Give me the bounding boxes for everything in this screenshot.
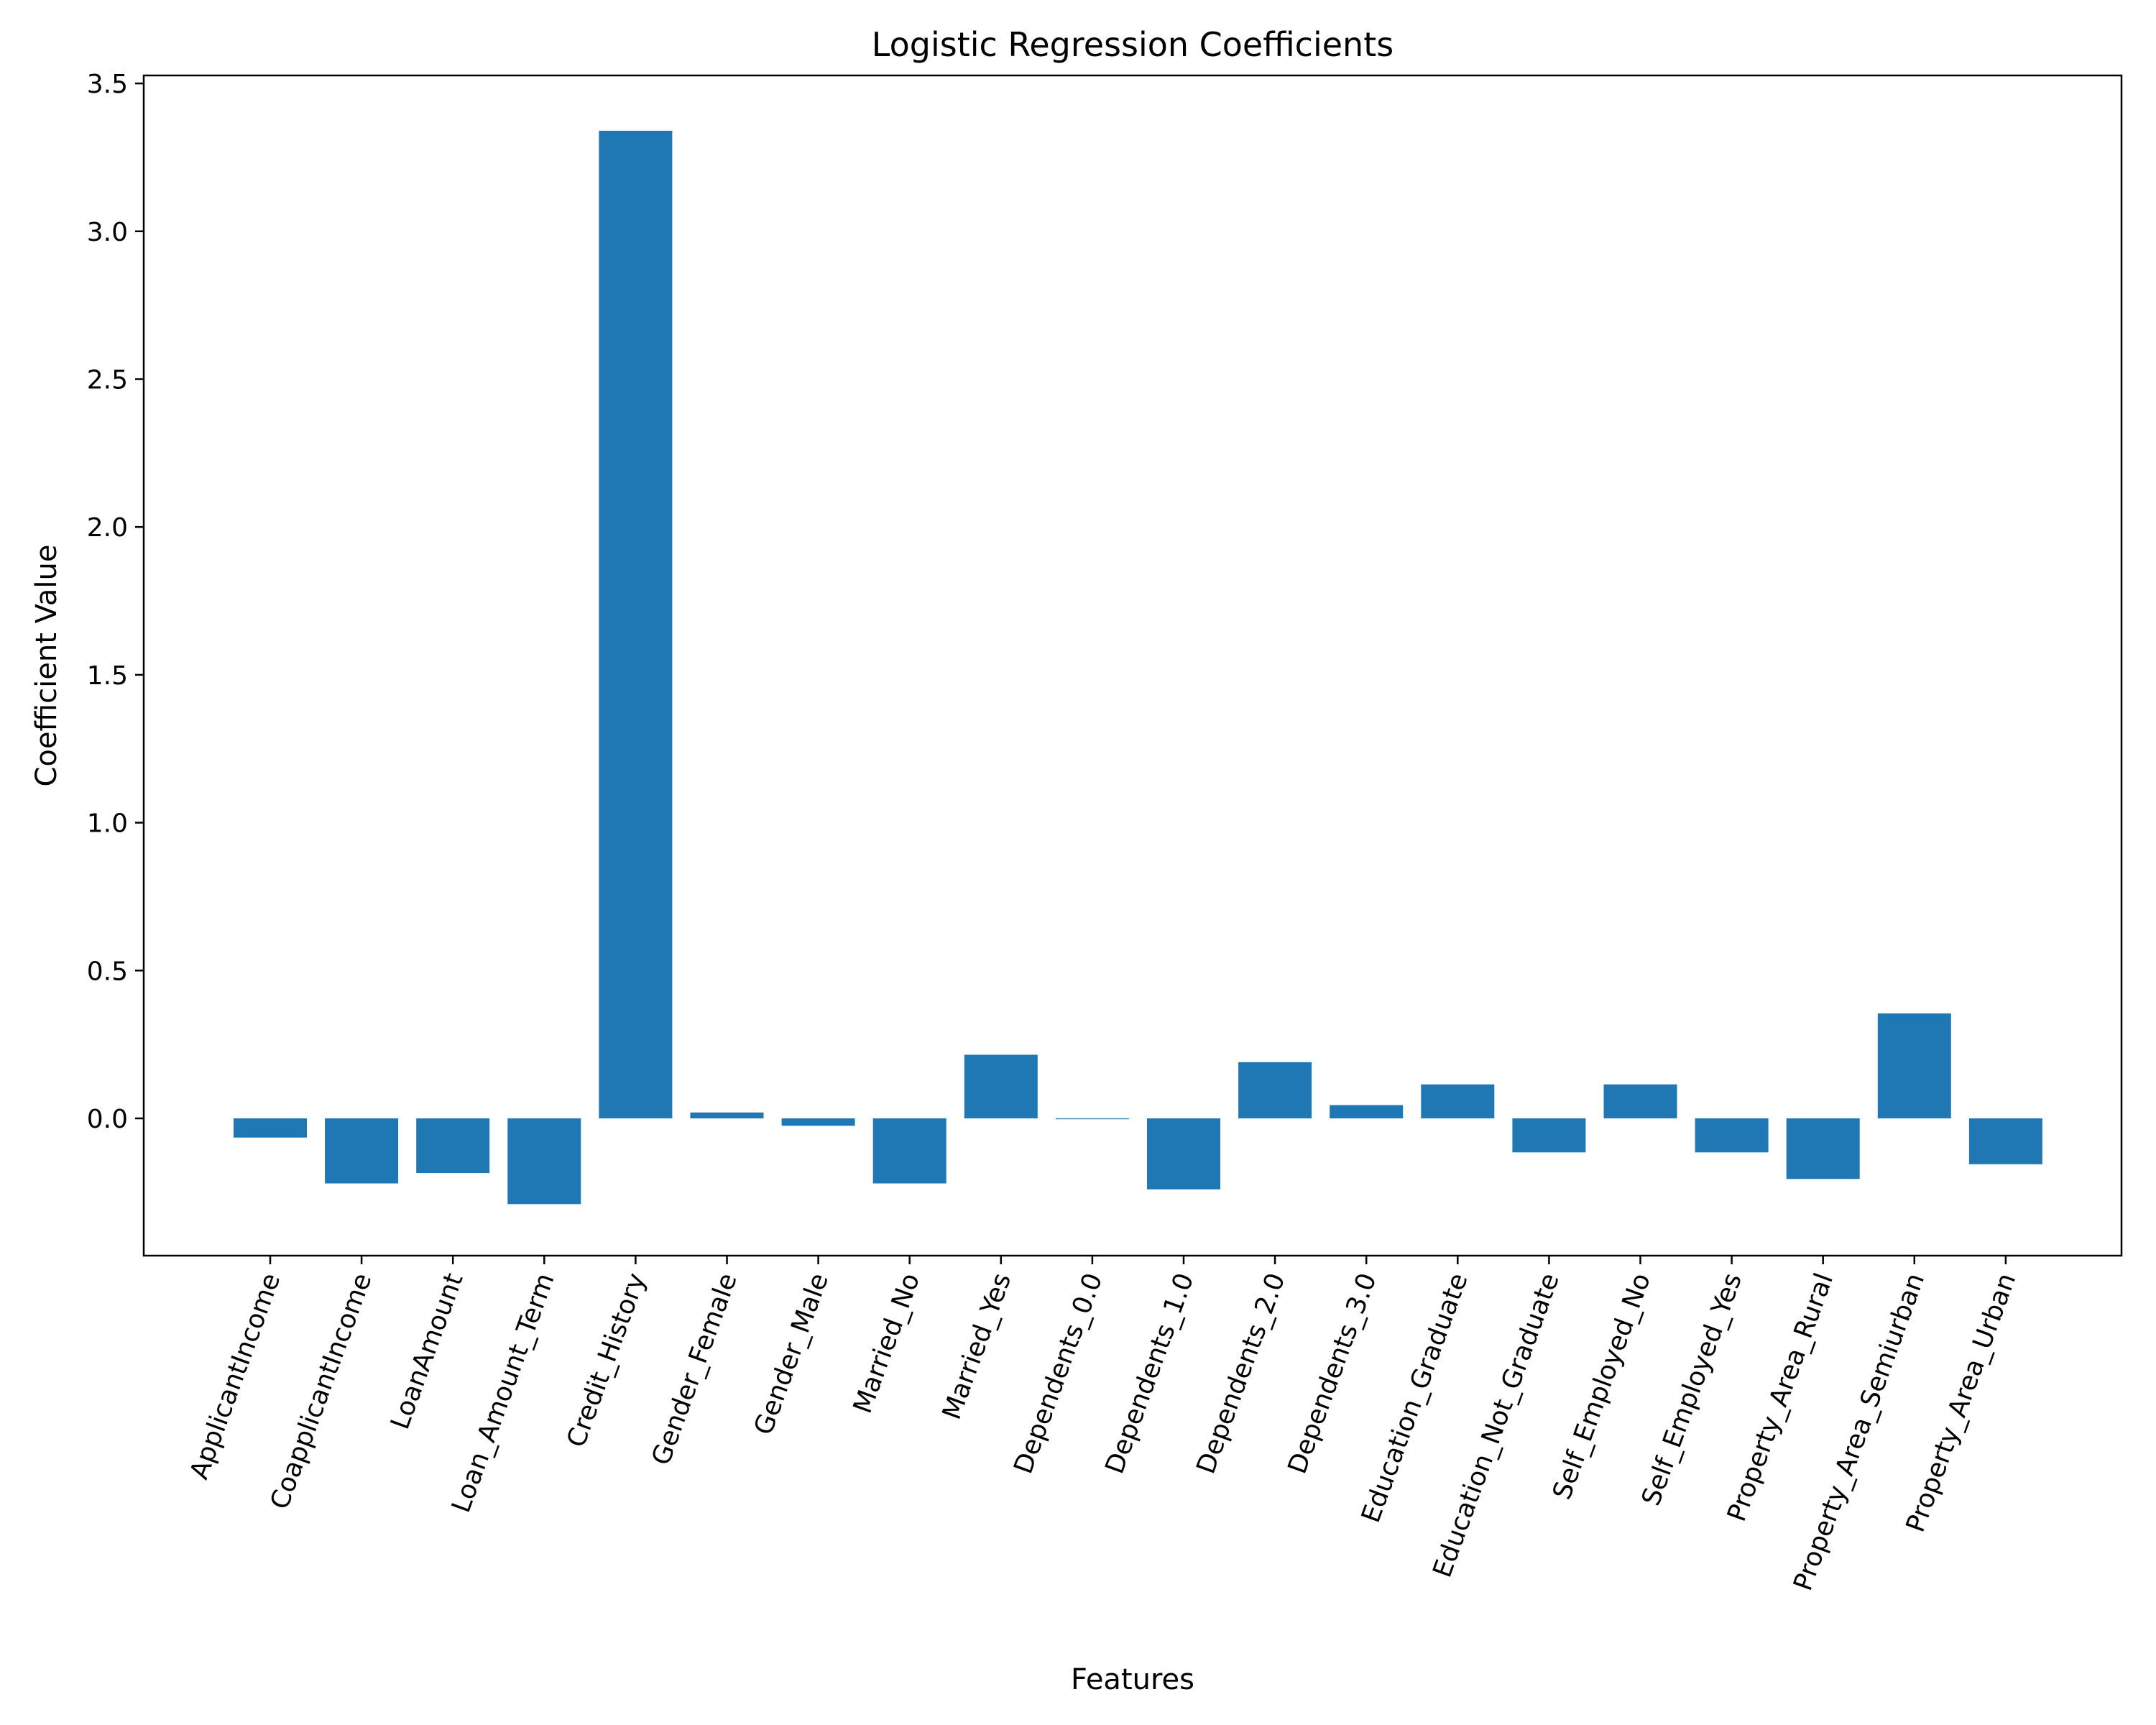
bar-Education_Graduate (1421, 1084, 1495, 1118)
y-tick-label: 1.5 (87, 661, 128, 691)
bars-group (234, 130, 2042, 1205)
bar-Property_Area_Semiurban (1877, 1013, 1951, 1118)
bar-Credit_History (599, 130, 673, 1118)
bar-CoapplicantIncome (325, 1118, 399, 1184)
bar-Gender_Female (690, 1112, 764, 1118)
y-tick-label: 0.0 (87, 1105, 128, 1134)
bar-Loan_Amount_Term (507, 1118, 581, 1205)
x-axis-label: Features (1071, 1663, 1194, 1696)
y-tick-label: 1.0 (87, 809, 128, 839)
y-ticks-group: 0.0 0.5 1.0 1.5 2.0 2.5 3.0 3.5 (87, 70, 144, 1134)
chart-title: Logistic Regression Coefficients (872, 25, 1393, 64)
y-tick-label: 2.5 (87, 366, 128, 395)
bar-Dependents_2.0 (1238, 1062, 1312, 1118)
bar-Dependents_0.0 (1055, 1118, 1129, 1120)
bar-Self_Employed_Yes (1695, 1118, 1769, 1153)
y-tick-label: 3.0 (87, 218, 128, 247)
bar-Dependents_3.0 (1330, 1105, 1404, 1118)
bar-Gender_Male (781, 1118, 855, 1126)
y-tick-label: 3.5 (87, 70, 128, 99)
y-tick-label: 2.0 (87, 513, 128, 543)
bar-LoanAmount (416, 1118, 490, 1174)
y-tick-label: 0.5 (87, 957, 128, 986)
bar-Property_Area_Rural (1786, 1118, 1860, 1179)
bar-Married_No (872, 1118, 946, 1184)
bar-ApplicantIncome (234, 1118, 307, 1138)
bar-Self_Employed_No (1603, 1084, 1677, 1118)
y-axis-label: Coefficient Value (30, 545, 63, 787)
bar-Property_Area_Urban (1968, 1118, 2042, 1164)
bar-Education_Not_Graduate (1512, 1118, 1586, 1153)
bar-Dependents_1.0 (1147, 1118, 1220, 1190)
bar-Married_Yes (964, 1054, 1038, 1118)
plot-frame (142, 74, 2123, 1257)
